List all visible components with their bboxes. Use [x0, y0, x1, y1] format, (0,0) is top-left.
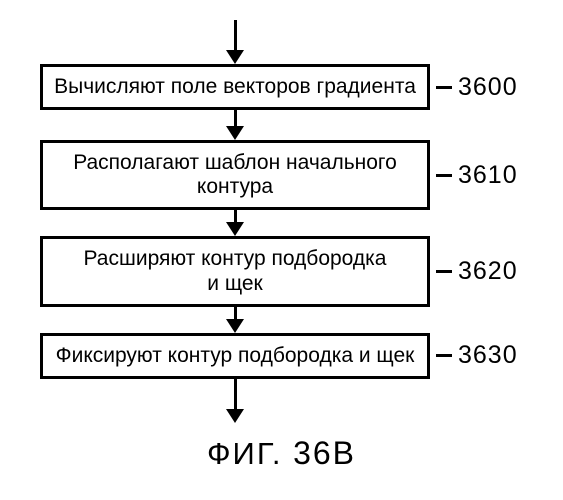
arrow-head-icon: [226, 50, 244, 64]
arrow-stem: [234, 210, 237, 222]
arrow-head-icon: [226, 126, 244, 140]
arrow-head-icon: [226, 222, 244, 236]
arrow-block: [226, 379, 244, 423]
step-0: Вычисляют поле векторов градиента 3600: [40, 64, 520, 110]
step-1: Располагают шаблон начального контура 36…: [40, 140, 520, 210]
step-text-2-line1: Расширяют контур подбородка: [84, 247, 387, 271]
step-3: Фиксируют контур подбородка и щек 3630: [40, 333, 520, 379]
arrow-2-3: [40, 307, 430, 333]
step-text-0: Вычисляют поле векторов градиента: [54, 75, 416, 99]
arrow-head-icon: [226, 319, 244, 333]
arrow-stem: [234, 307, 237, 319]
arrow-0-1: [40, 110, 430, 140]
arrow-stem: [234, 110, 237, 126]
flowchart-container: Вычисляют поле векторов градиента 3600 Р…: [40, 20, 520, 423]
caption-id: 36B: [293, 435, 356, 471]
caption-prefix: ФИГ.: [207, 436, 282, 471]
label-dash: [436, 174, 452, 177]
step-label-0: 3600: [458, 73, 518, 102]
label-dash: [436, 86, 452, 89]
arrow-stem: [234, 379, 237, 409]
step-box-0: Вычисляют поле векторов градиента: [40, 64, 430, 110]
arrow-in: [40, 20, 430, 64]
label-dash: [436, 270, 452, 273]
label-dash: [436, 354, 452, 357]
step-text-1-line1: Располагают шаблон начального: [73, 151, 397, 175]
step-label-2: 3620: [458, 257, 518, 286]
figure-caption: ФИГ. 36B: [0, 435, 563, 472]
step-box-2: Расширяют контур подбородка и щек: [40, 236, 430, 306]
step-2: Расширяют контур подбородка и щек 3620: [40, 236, 520, 306]
step-label-3: 3630: [458, 341, 518, 370]
step-text-2-line2: и щек: [207, 272, 262, 296]
arrow-head-icon: [226, 409, 244, 423]
step-box-1: Располагают шаблон начального контура: [40, 140, 430, 210]
step-box-3: Фиксируют контур подбородка и щек: [40, 333, 430, 379]
step-label-1: 3610: [458, 161, 518, 190]
arrow-block: [226, 110, 244, 140]
arrow-block: [226, 210, 244, 236]
arrow-out: [40, 379, 430, 423]
arrow-1-2: [40, 210, 430, 236]
arrow-block: [226, 307, 244, 333]
arrow-stem: [234, 20, 237, 50]
step-text-3: Фиксируют контур подбородка и щек: [56, 344, 415, 368]
step-text-1-line2: контура: [197, 175, 273, 199]
arrow-block: [226, 20, 244, 64]
